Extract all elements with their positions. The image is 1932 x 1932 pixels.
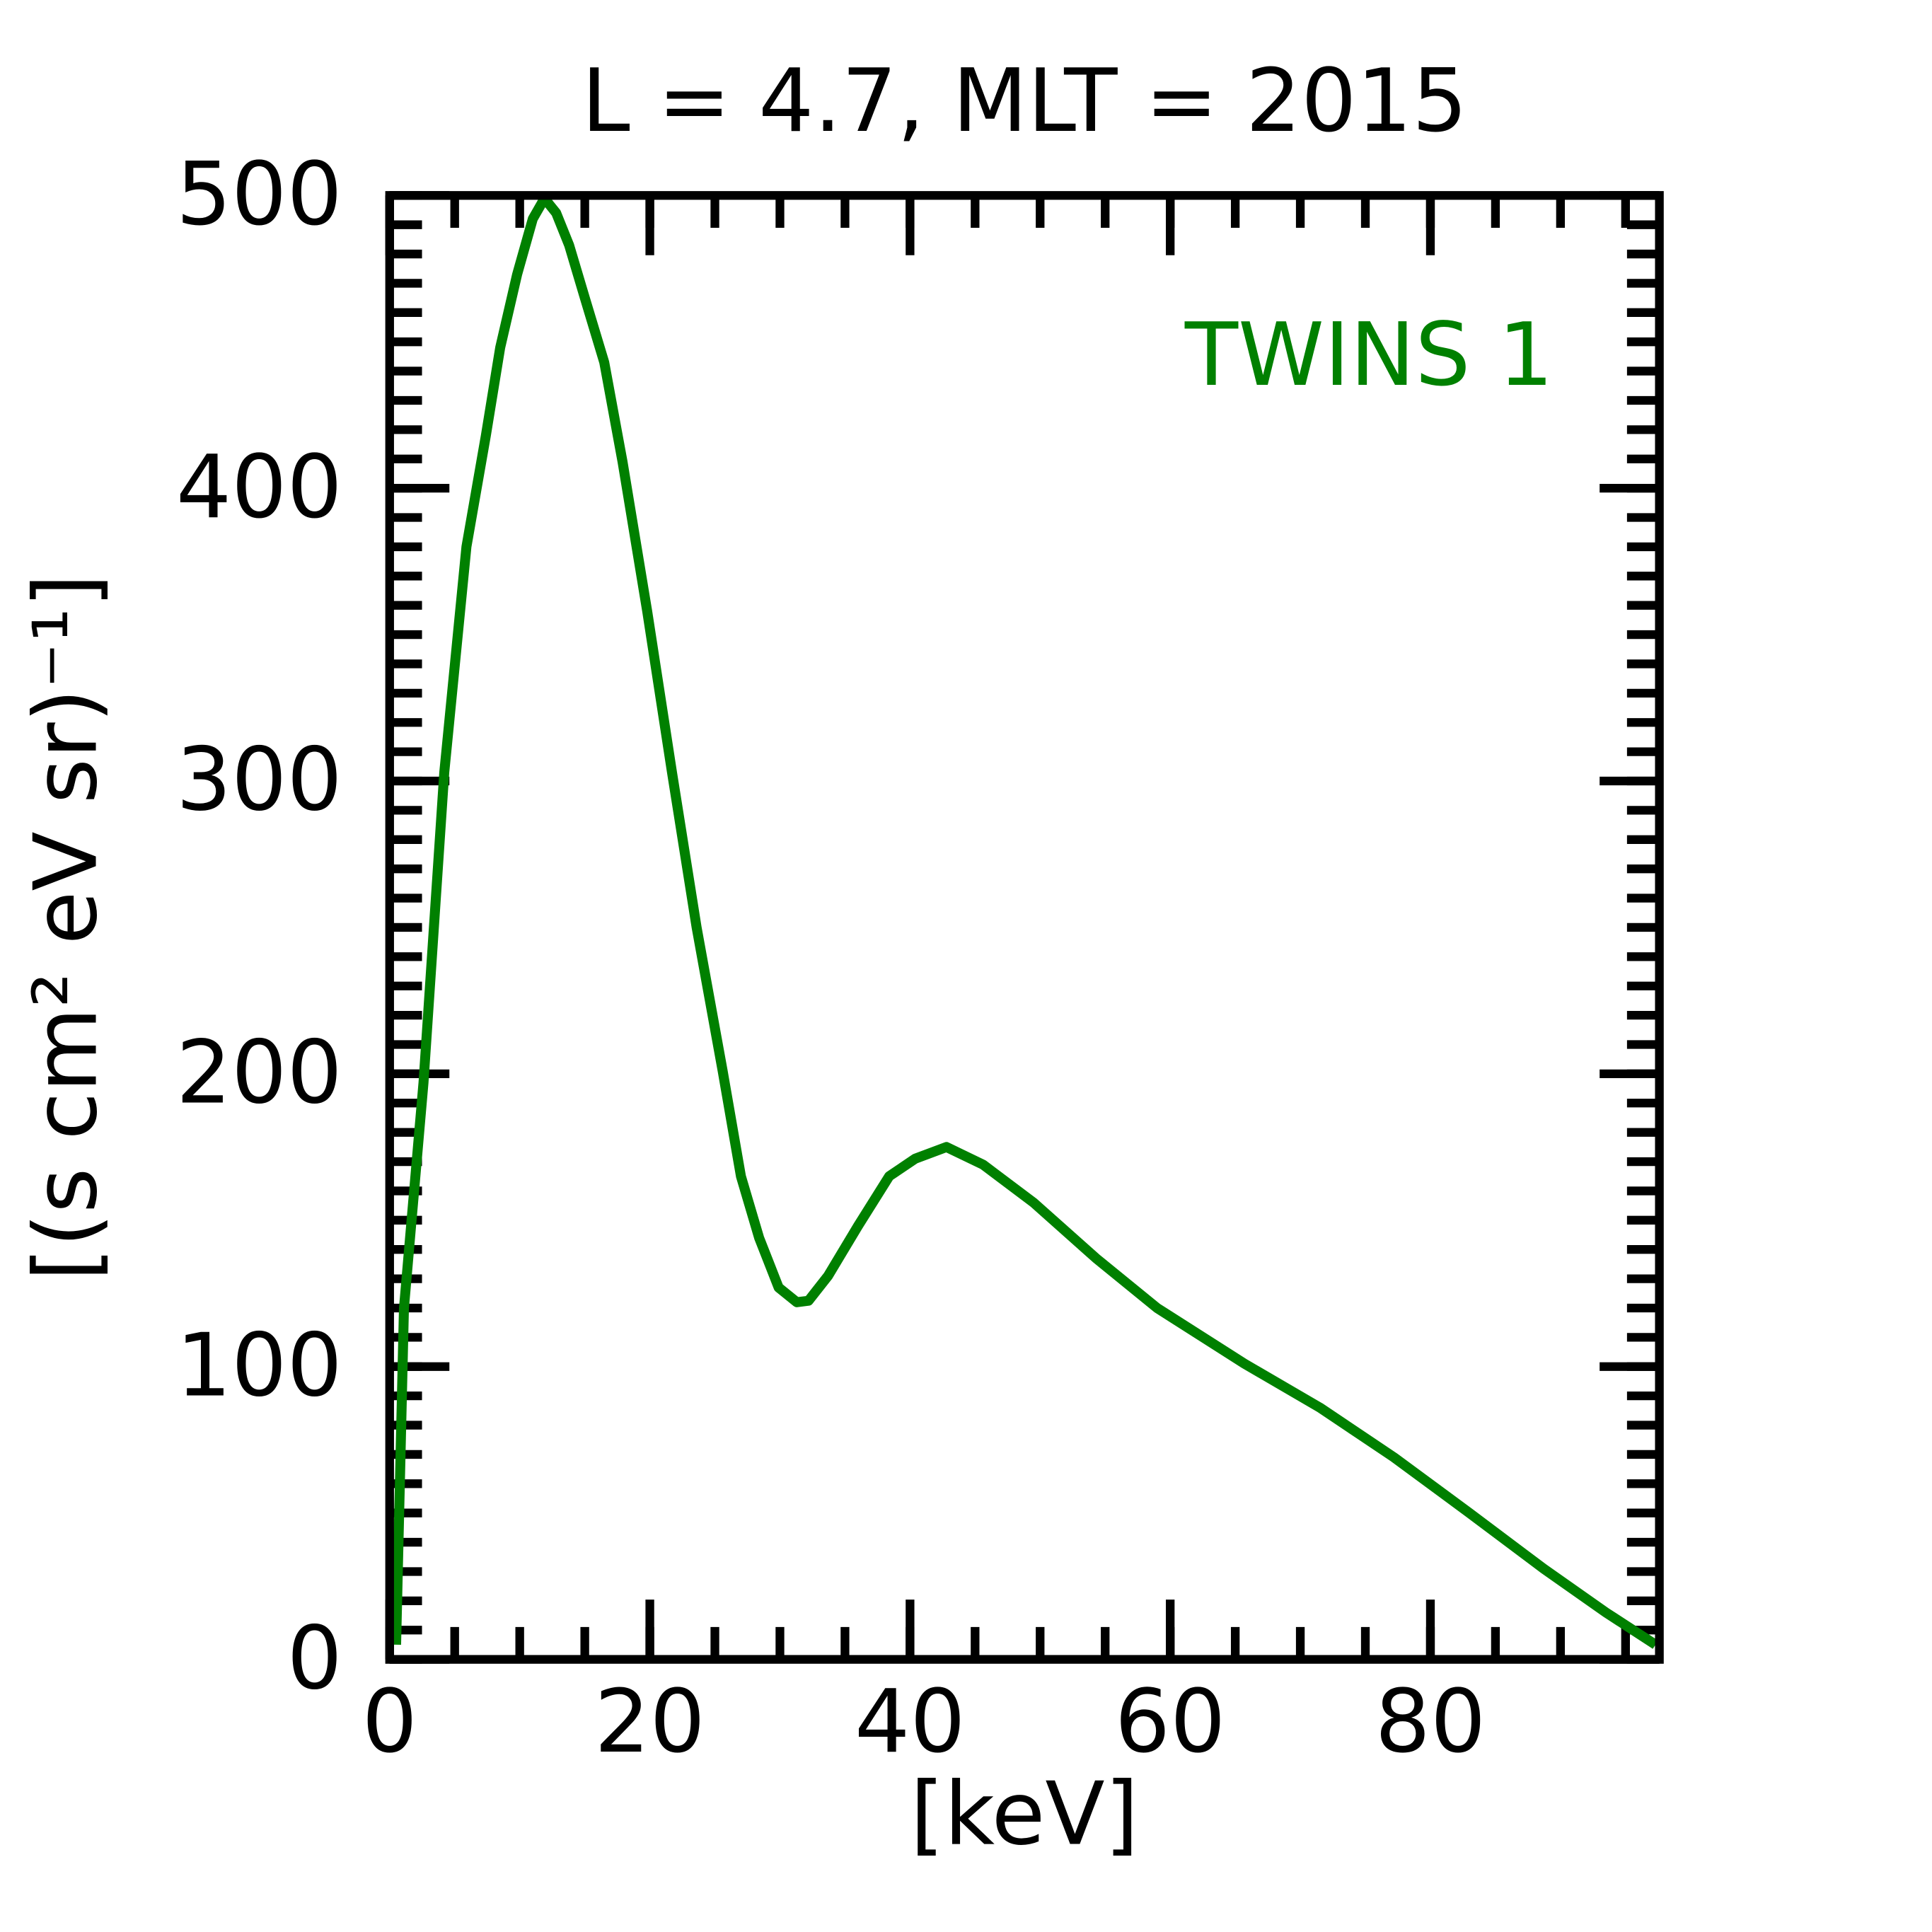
y-tick-label: 0 [287,1608,342,1709]
x-tick-label: 0 [362,1672,417,1773]
y-tick-label: 100 [176,1315,342,1416]
y-tick-label: 400 [176,437,342,538]
y-tick-label: 300 [176,730,342,831]
plot-frame [385,191,1664,1664]
y-tick-label: 200 [176,1023,342,1124]
x-tick-label: 60 [1115,1672,1226,1773]
chart-title: L = 4.7, MLT = 2015 [582,51,1467,152]
x-tick-label: 40 [855,1672,966,1773]
x-tick-label: 80 [1375,1672,1486,1773]
y-tick-label: 500 [176,144,342,245]
legend-label: TWINS 1 [1184,305,1554,406]
x-axis-label: [keV] [910,1764,1139,1865]
line-series [391,193,1659,1649]
x-tick-label: 20 [594,1672,705,1773]
y-axis-label: [(s cm² eV sr)⁻¹] [16,574,117,1281]
